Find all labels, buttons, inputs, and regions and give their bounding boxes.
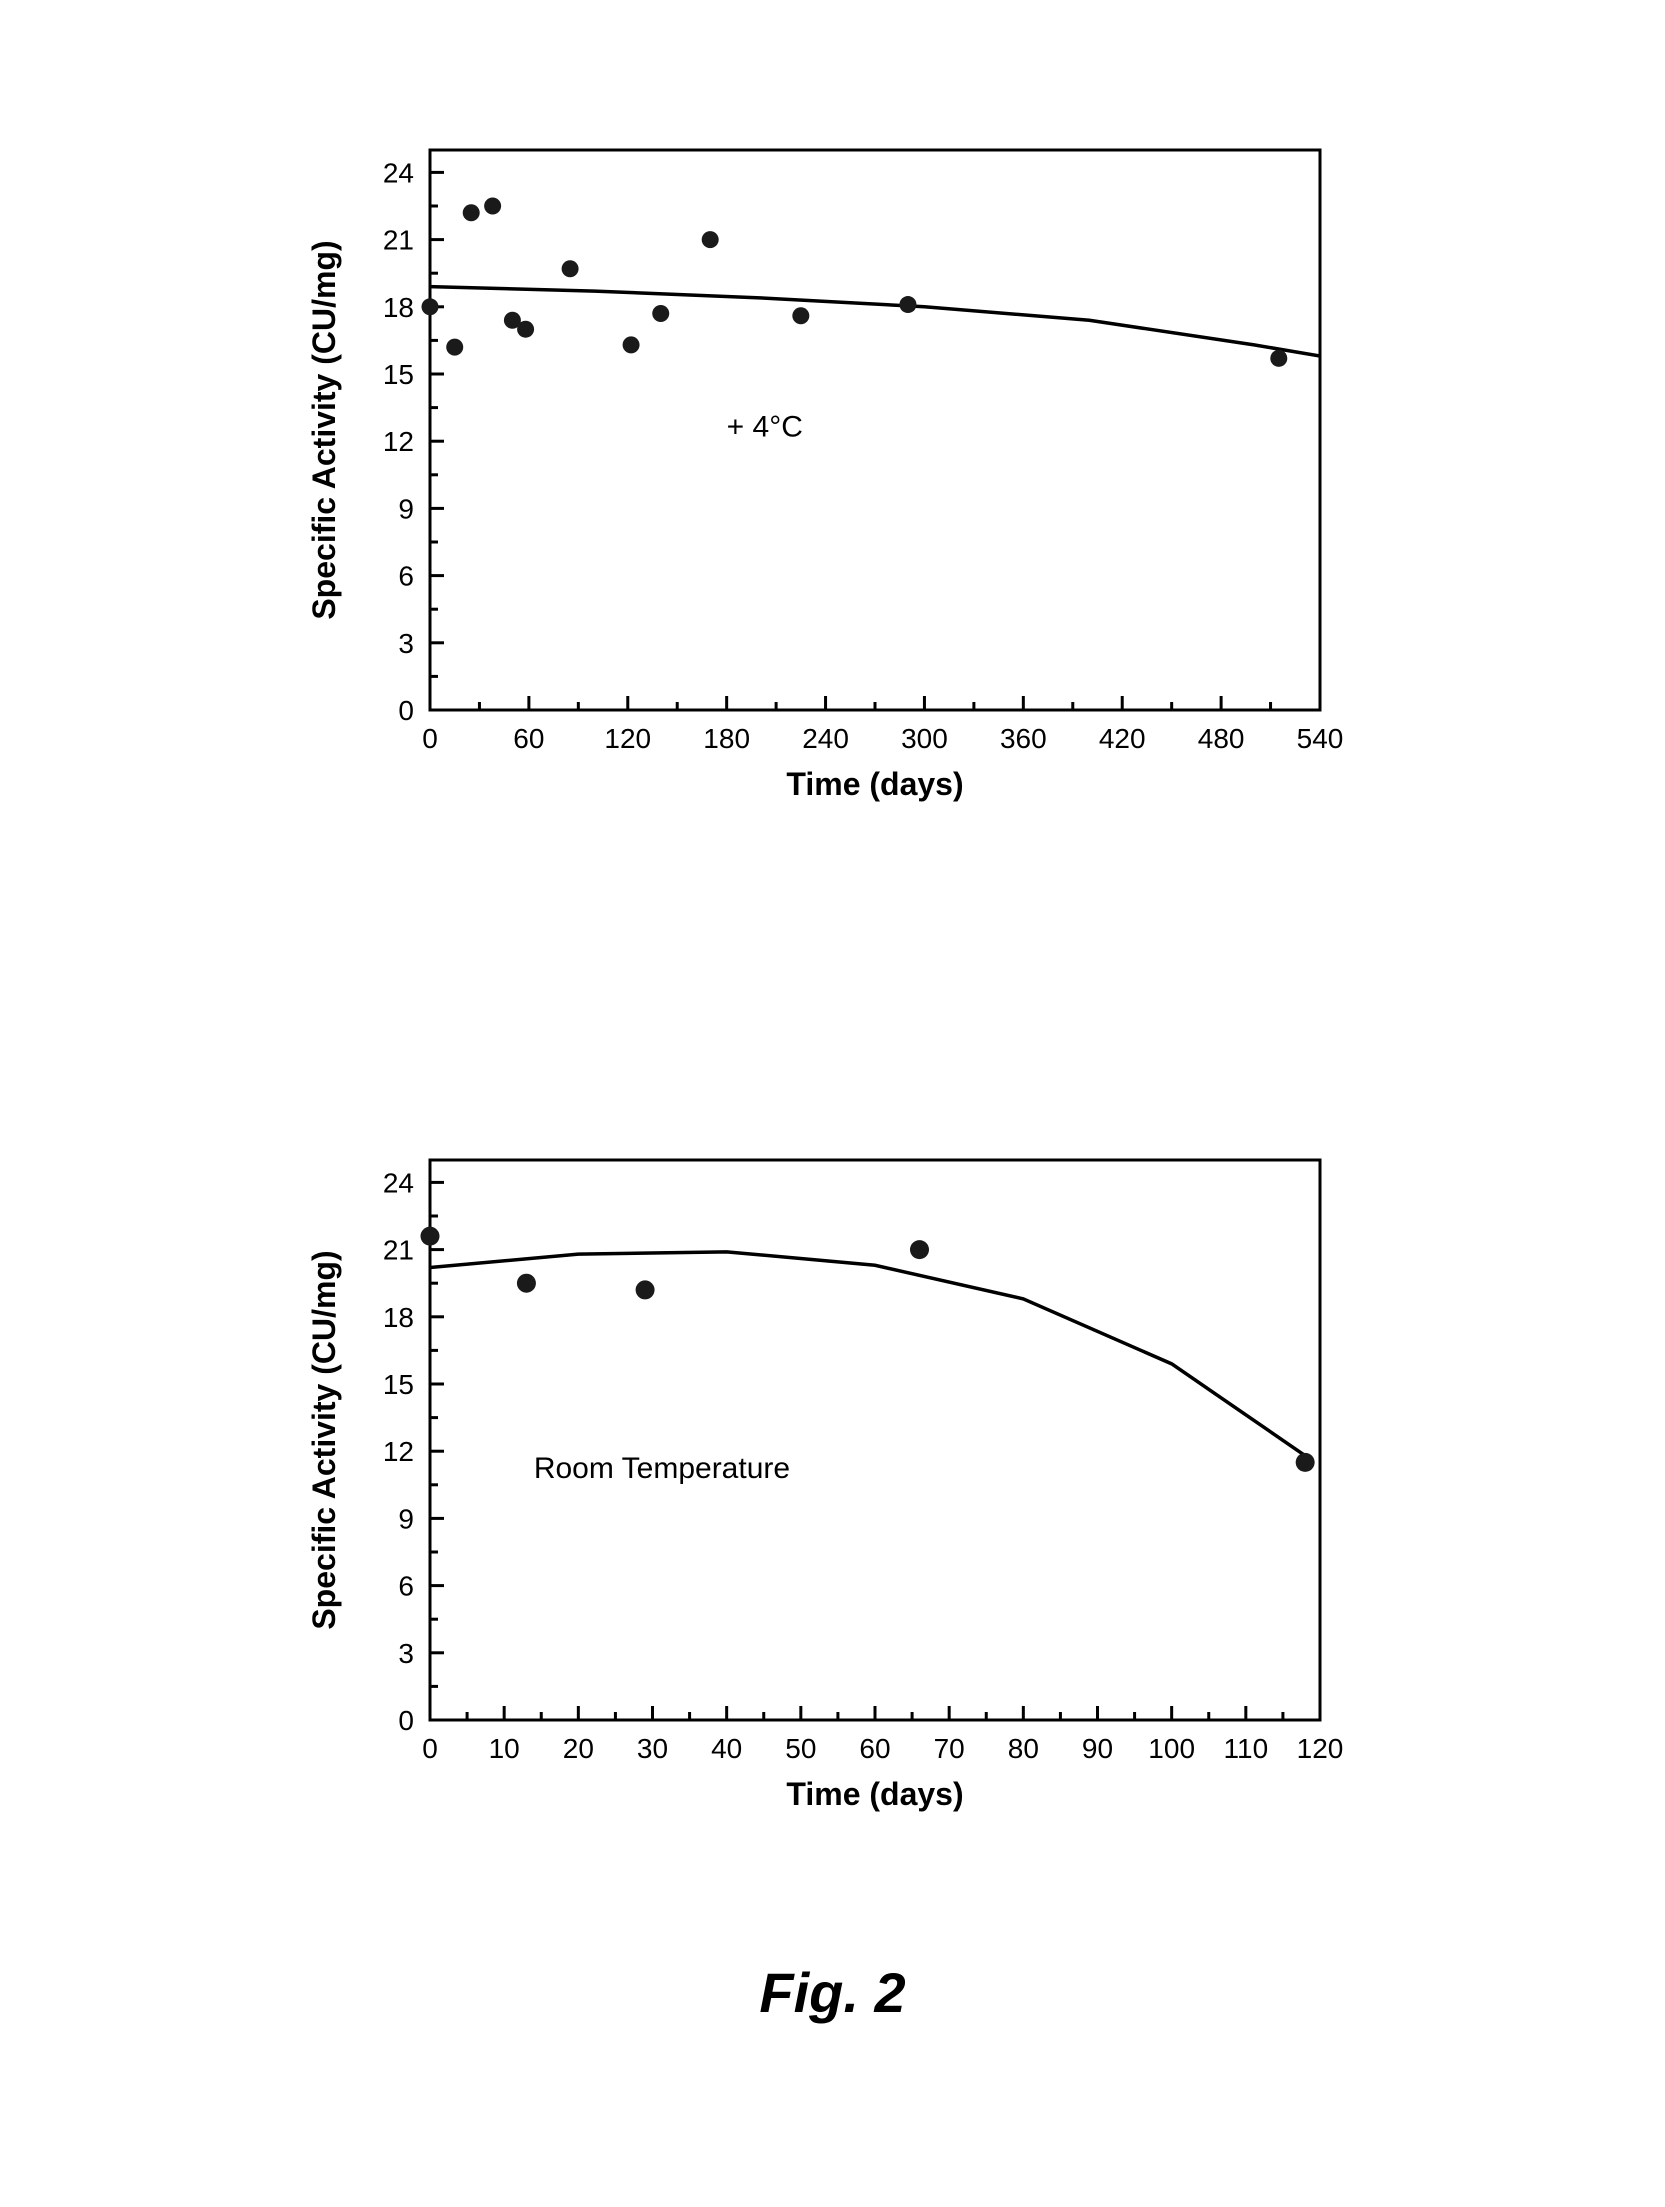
plot-border	[430, 150, 1320, 710]
chart-annotation: + 4°C	[727, 411, 803, 444]
y-tick-label: 0	[398, 1705, 414, 1736]
y-tick-label: 0	[398, 695, 414, 726]
data-point	[421, 1227, 440, 1246]
x-tick-label: 60	[859, 1733, 890, 1764]
data-point	[792, 307, 809, 324]
figure-caption: Fig. 2	[0, 1960, 1665, 2025]
y-tick-label: 6	[398, 1571, 414, 1602]
y-tick-label: 6	[398, 561, 414, 592]
x-tick-label: 60	[513, 723, 544, 754]
plot-border	[430, 1160, 1320, 1720]
y-tick-label: 24	[383, 157, 414, 188]
x-tick-label: 0	[422, 1733, 438, 1764]
x-axis-label: Time (days)	[786, 766, 963, 802]
y-axis-label: Specific Activity (CU/mg)	[306, 240, 342, 619]
x-tick-label: 120	[1297, 1733, 1344, 1764]
x-tick-label: 300	[901, 723, 948, 754]
x-tick-label: 240	[802, 723, 849, 754]
x-tick-label: 30	[637, 1733, 668, 1764]
data-point	[517, 1274, 536, 1293]
chart-top: 0 60 120 180 240 300 360 420 480 540 0 3 6 9 12 15 18 21 2…	[280, 110, 1360, 835]
chart-svg-bottom: 0 10 20 30 40 50 60 70 80 90 100 110 120 0 3 6 9 12 15 18 21…	[280, 1120, 1360, 1840]
y-tick-label: 15	[383, 1369, 414, 1400]
data-point	[652, 305, 669, 322]
x-tick-label: 70	[934, 1733, 965, 1764]
y-tick-label: 21	[383, 225, 414, 256]
y-tick-label: 18	[383, 1302, 414, 1333]
data-point	[517, 321, 534, 338]
data-point	[636, 1280, 655, 1299]
page: 0601201802403003604204805400369121518212…	[0, 0, 1665, 2207]
x-tick-label: 540	[1297, 723, 1344, 754]
chart-svg-top: 0 60 120 180 240 300 360 420 480 540 0 3 6 9 12 15 18 21 2…	[280, 110, 1360, 830]
data-point	[463, 204, 480, 221]
y-tick-label: 24	[383, 1167, 414, 1198]
chart-annotation: Room Temperature	[534, 1452, 790, 1485]
data-point	[1270, 350, 1287, 367]
data-point	[1296, 1453, 1315, 1472]
x-tick-label: 0	[422, 723, 438, 754]
x-axis-label: Time (days)	[786, 1776, 963, 1812]
y-tick-label: 21	[383, 1235, 414, 1266]
x-tick-label: 50	[785, 1733, 816, 1764]
x-tick-label: 420	[1099, 723, 1146, 754]
x-tick-label: 360	[1000, 723, 1047, 754]
y-tick-label: 9	[398, 493, 414, 524]
chart-bottom: 0 10 20 30 40 50 60 70 80 90 100 110 120 0 3 6 9 12 15 18 21…	[280, 1120, 1360, 1845]
x-tick-label: 120	[604, 723, 651, 754]
y-tick-label: 3	[398, 1638, 414, 1669]
data-point	[702, 231, 719, 248]
y-tick-label: 12	[383, 1436, 414, 1467]
y-axis-label: Specific Activity (CU/mg)	[306, 1250, 342, 1629]
data-point	[446, 339, 463, 356]
x-tick-label: 100	[1148, 1733, 1195, 1764]
data-point	[422, 298, 439, 315]
x-tick-label: 480	[1198, 723, 1245, 754]
x-tick-label: 10	[489, 1733, 520, 1764]
data-point	[899, 296, 916, 313]
y-tick-label: 15	[383, 359, 414, 390]
y-tick-label: 12	[383, 426, 414, 457]
y-tick-label: 18	[383, 292, 414, 323]
x-tick-label: 40	[711, 1733, 742, 1764]
data-point	[484, 198, 501, 215]
y-tick-label: 9	[398, 1503, 414, 1534]
y-tick-label: 3	[398, 628, 414, 659]
x-tick-label: 90	[1082, 1733, 1113, 1764]
data-point	[623, 336, 640, 353]
x-tick-label: 20	[563, 1733, 594, 1764]
x-tick-label: 80	[1008, 1733, 1039, 1764]
x-tick-label: 110	[1224, 1733, 1269, 1764]
data-point	[910, 1240, 929, 1259]
x-tick-label: 180	[703, 723, 750, 754]
data-point	[562, 260, 579, 277]
